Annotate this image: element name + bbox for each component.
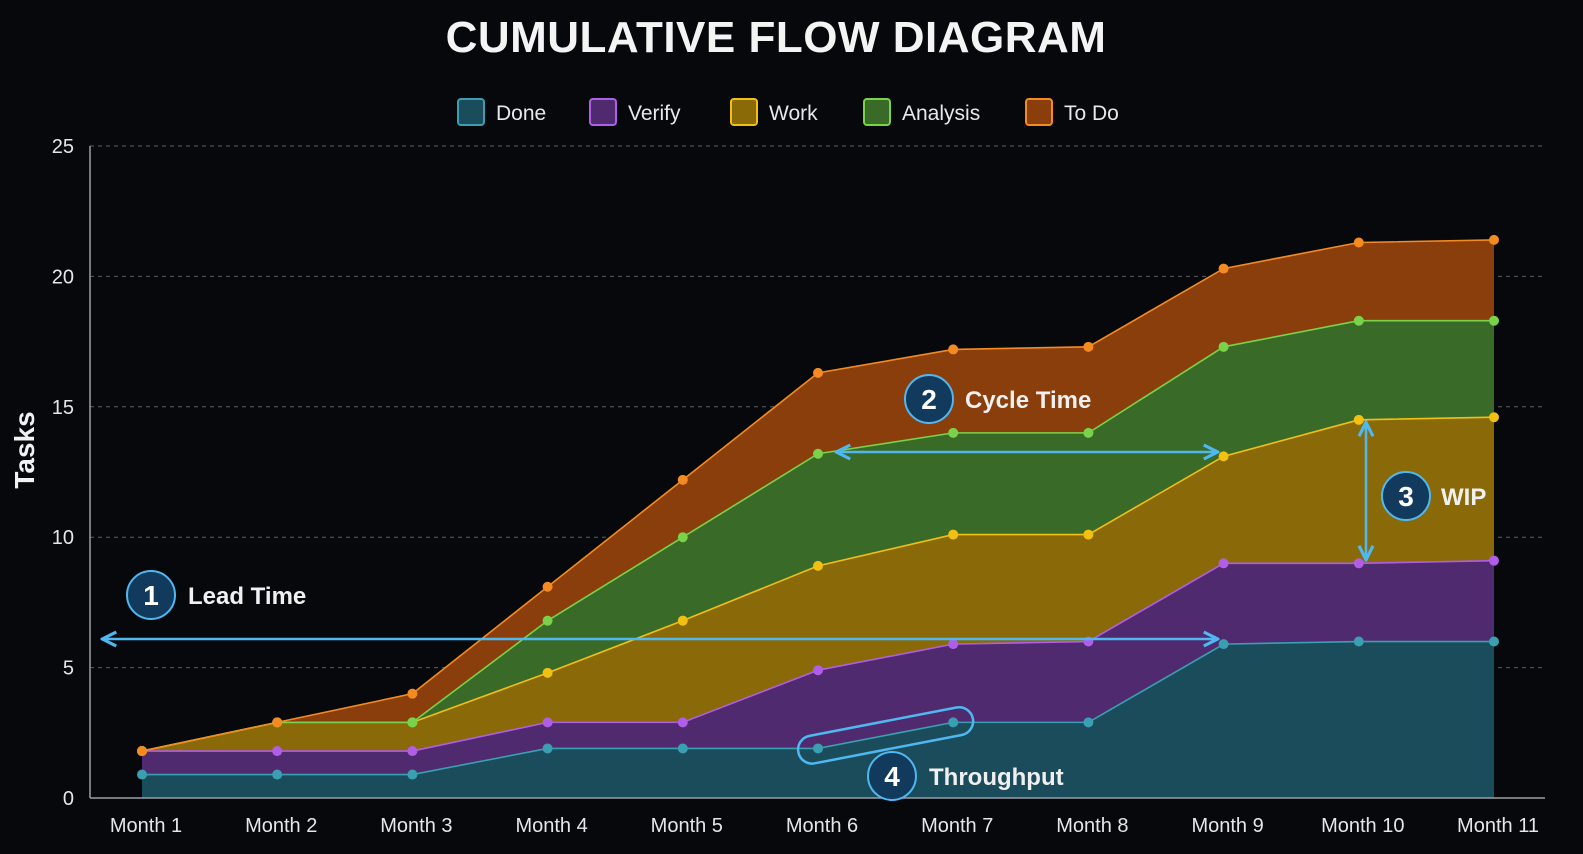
point-analysis [1489, 315, 1499, 326]
point-to-do [677, 474, 688, 485]
stacked-areas [142, 239, 1494, 798]
point-done [137, 769, 147, 780]
cycle-time-label: Cycle Time [965, 387, 1091, 414]
point-done [813, 743, 823, 754]
x-tick-label: Month 5 [651, 815, 723, 837]
point-to-do [1489, 234, 1499, 245]
point-analysis [948, 427, 959, 438]
point-work [1218, 451, 1229, 462]
point-analysis [1083, 427, 1094, 438]
point-done [1353, 636, 1364, 647]
point-done [1083, 717, 1094, 728]
legend-swatch-done [457, 98, 485, 126]
point-work [948, 529, 959, 540]
point-work [677, 615, 688, 626]
cycle-time-badge [904, 374, 954, 424]
y-tick-label: 10 [52, 527, 74, 549]
gridlines [90, 145, 1545, 669]
legend-label-verify: Verify [628, 102, 681, 125]
throughput-badge [867, 751, 917, 801]
point-analysis [407, 717, 418, 728]
point-analysis [1353, 315, 1364, 326]
point-done [677, 743, 688, 754]
y-tick-label: 15 [52, 397, 74, 419]
point-verify [677, 717, 688, 728]
point-verify [272, 746, 283, 757]
wip-number: 3 [1398, 481, 1414, 512]
point-analysis [677, 532, 688, 543]
legend-label-to-do: To Do [1064, 102, 1119, 125]
area-done [142, 641, 1494, 798]
point-done [948, 717, 959, 728]
x-tick-label: Month 4 [515, 815, 587, 837]
point-verify [948, 639, 959, 650]
point-to-do [948, 344, 959, 355]
legend-swatch-analysis [863, 98, 891, 126]
y-tick-label: 0 [63, 788, 74, 810]
y-tick-label: 25 [52, 136, 74, 158]
lead-time-label: Lead Time [188, 583, 306, 610]
point-work [1353, 414, 1364, 425]
data-points [137, 234, 1499, 780]
point-verify [542, 717, 553, 728]
y-tick-label: 20 [52, 266, 74, 288]
point-verify [1353, 558, 1364, 569]
x-tick-label: Month 1 [110, 815, 182, 837]
axes [89, 146, 1545, 799]
y-tick-label: 5 [63, 658, 74, 680]
point-to-do [813, 367, 823, 378]
x-tick-label: Month 11 [1457, 815, 1539, 837]
point-verify [1218, 558, 1229, 569]
point-to-do [272, 717, 283, 728]
point-done [272, 769, 283, 780]
point-work [1489, 412, 1499, 423]
point-verify [813, 665, 823, 676]
x-tick-label: Month 9 [1191, 815, 1263, 837]
x-tick-label: Month 7 [921, 815, 993, 837]
point-analysis [813, 448, 823, 459]
throughput-label: Throughput [929, 764, 1064, 791]
wip-badge [1381, 471, 1431, 521]
point-to-do [542, 581, 553, 592]
legend-swatch-to-do [1025, 98, 1053, 126]
tick-labels: 0 5 10 15 20 25 Month 1 Month 2 Month 3 Month 4 Mo… [52, 136, 1539, 837]
legend-label-work: Work [769, 102, 818, 125]
y-axis-label: Tasks [9, 411, 40, 488]
point-done [1489, 636, 1499, 647]
lead-time-number: 1 [143, 580, 159, 611]
point-verify [1489, 555, 1499, 566]
point-to-do [407, 688, 418, 699]
cycle-time-number: 2 [921, 384, 937, 415]
legend: Done Verify Work Analysis To Do [457, 98, 1119, 126]
point-work [542, 667, 553, 678]
x-tick-label: Month 6 [786, 815, 858, 837]
lead-time-badge [126, 570, 176, 620]
legend-label-done: Done [496, 102, 546, 125]
x-tick-label: Month 10 [1321, 815, 1404, 837]
point-to-do [1218, 263, 1229, 274]
point-work [1083, 529, 1094, 540]
legend-swatch-verify [589, 98, 617, 126]
chart-title: CUMULATIVE FLOW DIAGRAM [446, 13, 1107, 62]
x-tick-label: Month 3 [380, 815, 452, 837]
point-to-do [1083, 341, 1094, 352]
x-tick-label: Month 8 [1056, 815, 1128, 837]
x-tick-label: Month 2 [245, 815, 317, 837]
legend-swatch-work [730, 98, 758, 126]
point-analysis [1218, 341, 1229, 352]
wip-label: WIP [1441, 484, 1486, 511]
point-to-do [1353, 237, 1364, 248]
point-done [1218, 639, 1229, 650]
throughput-capsule [796, 705, 975, 765]
point-done [542, 743, 553, 754]
point-done [407, 769, 418, 780]
point-work [813, 560, 823, 571]
legend-label-analysis: Analysis [902, 102, 980, 125]
throughput-number: 4 [884, 761, 900, 792]
point-to-do [137, 746, 147, 757]
point-analysis [542, 615, 553, 626]
annotations: 1 Lead Time 2 Cycle Time 3 WIP 4 Throughput [104, 374, 1486, 801]
point-verify [407, 746, 418, 757]
